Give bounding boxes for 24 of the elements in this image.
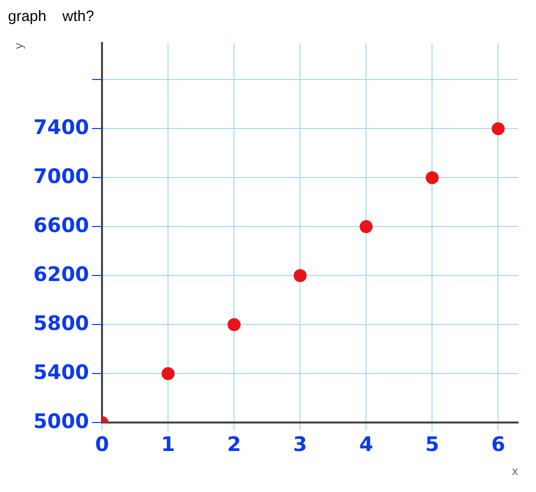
point: [228, 318, 241, 332]
x-tick-label: 0: [95, 432, 110, 456]
x-tick-label: 1: [161, 432, 176, 456]
point: [492, 122, 505, 136]
y-tick-label: 5400: [33, 360, 90, 384]
text: wth?: [62, 8, 94, 27]
y-tick-label: 6200: [33, 262, 90, 286]
x-tick-label: 2: [227, 432, 242, 456]
x-axis-title: x: [512, 464, 518, 478]
y-tick-label: 7000: [33, 164, 90, 188]
point: [360, 220, 373, 234]
y-tick-label: 5000: [33, 408, 90, 433]
y-axis-title: y: [12, 43, 26, 49]
point: [162, 367, 175, 380]
y-tick-label: 6600: [33, 212, 90, 237]
point: [426, 171, 439, 184]
text: graph: [8, 8, 46, 27]
x-tick-label: 4: [359, 432, 374, 456]
point: [294, 269, 307, 282]
x-tick-label: 3: [293, 432, 308, 456]
x-tick-label: 6: [491, 432, 506, 456]
y-tick-label: 7400: [33, 114, 90, 139]
y-tick-label: 5800: [33, 310, 90, 335]
x-tick-label: 5: [425, 432, 440, 456]
